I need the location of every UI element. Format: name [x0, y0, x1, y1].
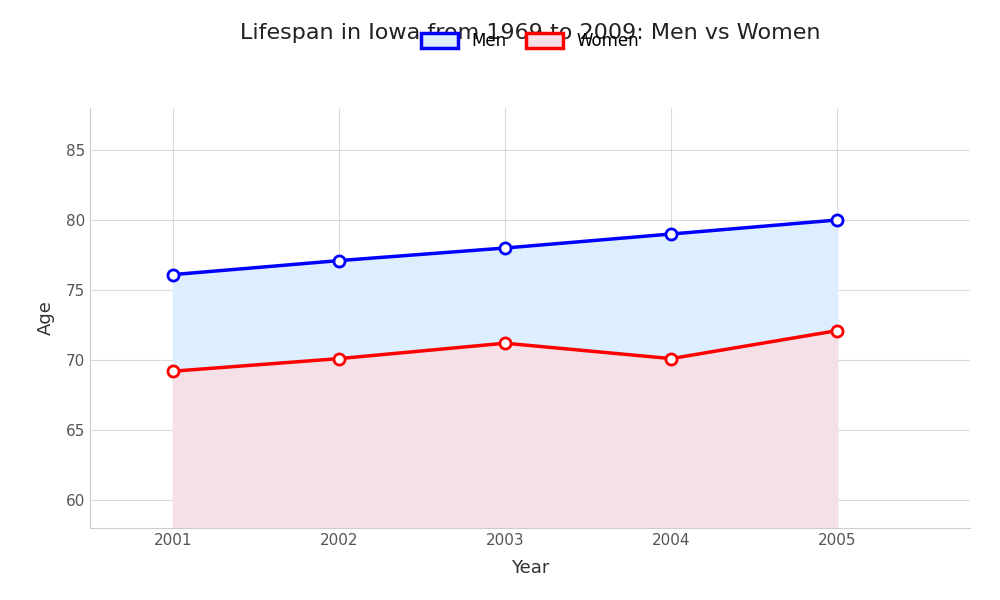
Title: Lifespan in Iowa from 1969 to 2009: Men vs Women: Lifespan in Iowa from 1969 to 2009: Men …	[240, 23, 820, 43]
Legend: Men, Women: Men, Women	[413, 24, 647, 59]
X-axis label: Year: Year	[511, 559, 549, 577]
Y-axis label: Age: Age	[37, 301, 55, 335]
